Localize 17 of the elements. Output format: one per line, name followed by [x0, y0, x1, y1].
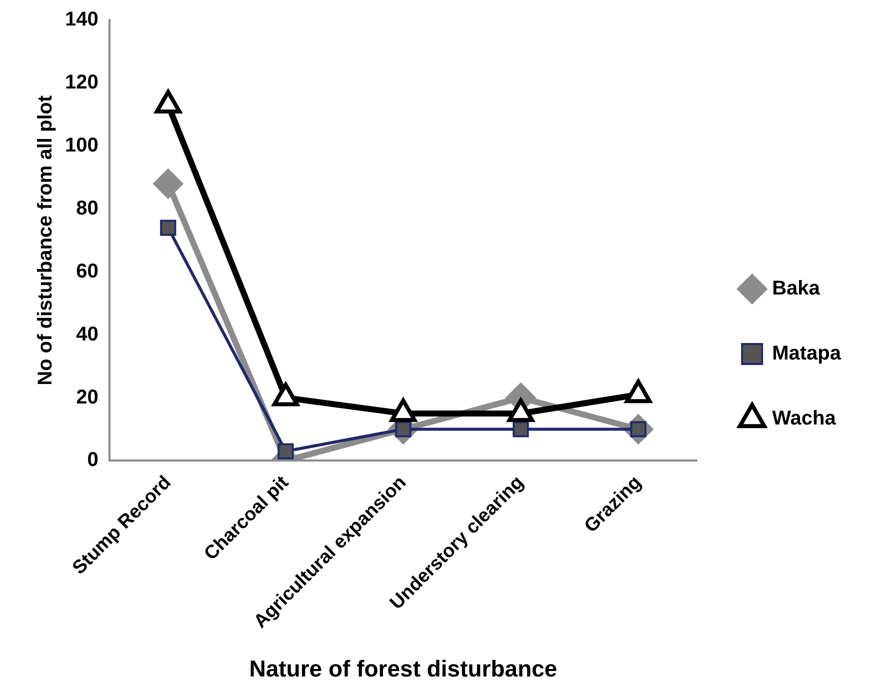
y-tick-label: 60 — [76, 260, 98, 282]
y-tick-label: 40 — [76, 323, 98, 346]
legend-label: Matapa — [772, 342, 842, 365]
y-tick-label: 100 — [64, 134, 98, 156]
point — [512, 421, 529, 438]
y-axis-title: No of disturbance from all plot — [34, 95, 57, 386]
point — [278, 443, 294, 460]
y-tick-label: 20 — [76, 386, 98, 408]
legend-label: Baka — [772, 278, 821, 300]
y-tick-label: 0 — [87, 449, 98, 472]
legend-label: Wacha — [772, 408, 837, 430]
point — [153, 168, 184, 199]
x-axis-title: Nature of forest disturbance — [249, 656, 558, 682]
point — [160, 220, 176, 236]
y-tick-label: 80 — [76, 197, 98, 220]
y-tick-label: 120 — [64, 71, 98, 94]
y-tick-label: 140 — [64, 8, 98, 31]
